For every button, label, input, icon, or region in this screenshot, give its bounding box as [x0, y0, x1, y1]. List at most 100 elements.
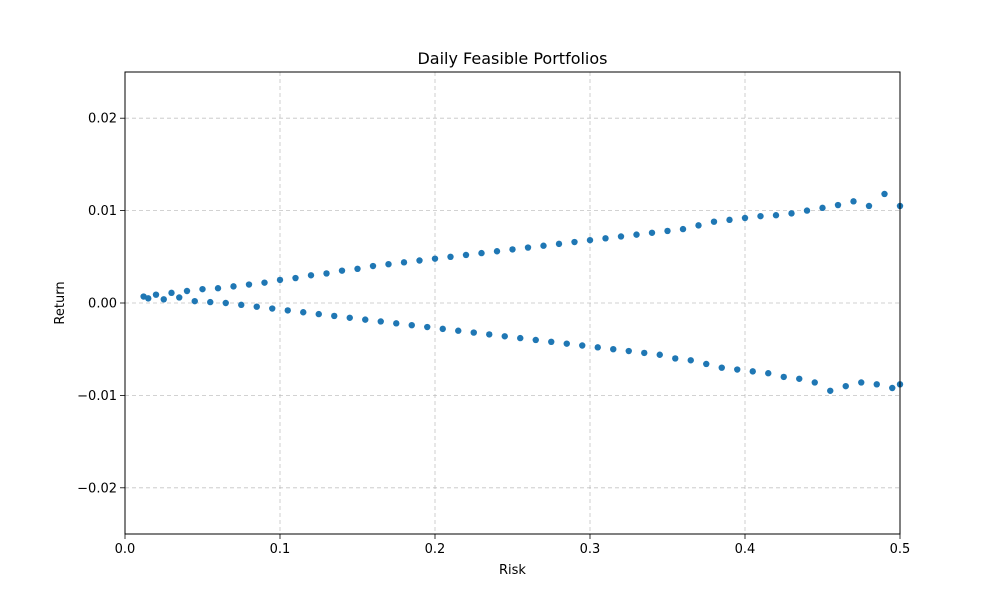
- data-point: [269, 305, 276, 312]
- data-point: [710, 218, 718, 225]
- y-tick-label: −0.02: [77, 481, 117, 496]
- data-point: [238, 301, 245, 309]
- data-point: [757, 212, 764, 220]
- data-point: [416, 257, 423, 264]
- data-point: [362, 316, 369, 323]
- data-point: [703, 360, 710, 368]
- data-point: [780, 373, 787, 381]
- x-tick-label: 0.1: [270, 542, 291, 557]
- data-point: [214, 285, 222, 292]
- data-point: [524, 244, 532, 251]
- data-point: [462, 251, 470, 259]
- data-point: [695, 222, 702, 229]
- data-point: [393, 320, 400, 327]
- data-point: [617, 233, 625, 240]
- data-point: [889, 384, 896, 392]
- data-point: [540, 242, 547, 249]
- data-point: [183, 287, 191, 295]
- x-tick-label: 0.2: [425, 542, 446, 557]
- data-point: [152, 291, 160, 298]
- data-point: [633, 231, 640, 238]
- y-tick-label: −0.01: [77, 389, 117, 404]
- data-point: [656, 351, 663, 358]
- data-point: [245, 281, 253, 288]
- data-point: [455, 327, 462, 334]
- data-point: [284, 307, 291, 314]
- data-point: [176, 294, 183, 301]
- data-point: [563, 340, 570, 347]
- data-point: [834, 201, 842, 209]
- data-point: [346, 314, 353, 321]
- data-point: [788, 210, 795, 217]
- data-point: [478, 249, 485, 257]
- data-point: [331, 312, 338, 320]
- data-point: [470, 329, 477, 336]
- data-point: [586, 236, 594, 244]
- data-point: [648, 229, 656, 236]
- data-point: [726, 216, 733, 224]
- data-point: [571, 238, 578, 246]
- data-point: [796, 375, 803, 382]
- y-axis-label: Return: [53, 281, 68, 324]
- data-point: [424, 323, 431, 331]
- data-point: [369, 262, 377, 270]
- data-point: [610, 346, 617, 353]
- data-point: [602, 235, 609, 242]
- data-point: [765, 370, 772, 377]
- data-point: [400, 259, 408, 266]
- data-point: [160, 296, 167, 303]
- data-point: [315, 310, 322, 318]
- data-point: [594, 344, 601, 351]
- data-point: [199, 285, 206, 293]
- data-point: [548, 338, 555, 346]
- data-point: [338, 267, 346, 274]
- data-point: [873, 381, 880, 388]
- data-point: [292, 274, 299, 282]
- points-layer: [140, 190, 904, 394]
- data-point: [493, 248, 501, 255]
- data-point: [385, 260, 392, 268]
- data-point: [517, 334, 524, 342]
- x-tick-label: 0.3: [580, 542, 601, 557]
- data-point: [827, 387, 834, 394]
- data-point: [145, 295, 152, 302]
- data-point: [803, 207, 811, 214]
- data-point: [672, 355, 679, 362]
- y-tick-label: 0.02: [88, 112, 117, 127]
- data-point: [850, 198, 857, 205]
- data-point: [749, 368, 756, 375]
- data-point: [431, 255, 439, 262]
- data-point: [377, 318, 384, 325]
- data-point: [230, 283, 237, 290]
- data-point: [447, 253, 454, 260]
- data-point: [718, 364, 725, 371]
- data-point: [207, 298, 214, 306]
- data-point: [579, 342, 586, 349]
- data-point: [168, 289, 175, 297]
- data-point: [300, 309, 307, 316]
- x-tick-label: 0.4: [735, 542, 756, 557]
- data-point: [323, 270, 330, 277]
- data-point: [222, 299, 229, 307]
- data-point: [191, 297, 198, 305]
- data-point: [679, 225, 687, 233]
- data-point: [276, 276, 284, 284]
- data-point: [509, 246, 516, 253]
- data-point: [865, 202, 873, 210]
- data-point: [486, 331, 493, 338]
- data-point: [772, 212, 780, 219]
- data-point: [501, 333, 508, 340]
- y-tick-label: 0.00: [88, 297, 117, 312]
- data-point: [687, 357, 694, 364]
- data-point: [641, 349, 648, 357]
- x-tick-label: 0.5: [890, 542, 911, 557]
- chart-title: Daily Feasible Portfolios: [417, 49, 607, 68]
- x-axis-label: Risk: [499, 563, 526, 578]
- data-point: [842, 382, 849, 390]
- data-point: [734, 366, 741, 373]
- data-point: [532, 336, 539, 344]
- ticks: 0.0 0.1 0.2 0.3 0.4 0.5 −0.02 −0.01 0.00 0.01 0.02: [77, 112, 910, 557]
- data-point: [354, 265, 361, 273]
- data-point: [741, 214, 749, 222]
